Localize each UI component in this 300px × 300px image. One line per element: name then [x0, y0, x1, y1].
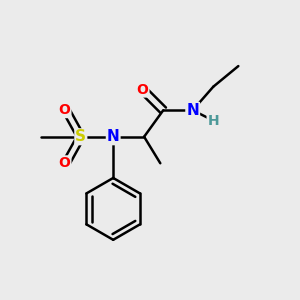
Text: O: O: [137, 82, 148, 97]
Text: S: S: [75, 129, 86, 144]
Text: H: H: [208, 114, 219, 128]
Text: N: N: [186, 103, 199, 118]
Text: O: O: [59, 103, 70, 117]
Text: N: N: [107, 129, 120, 144]
Text: O: O: [59, 156, 70, 170]
